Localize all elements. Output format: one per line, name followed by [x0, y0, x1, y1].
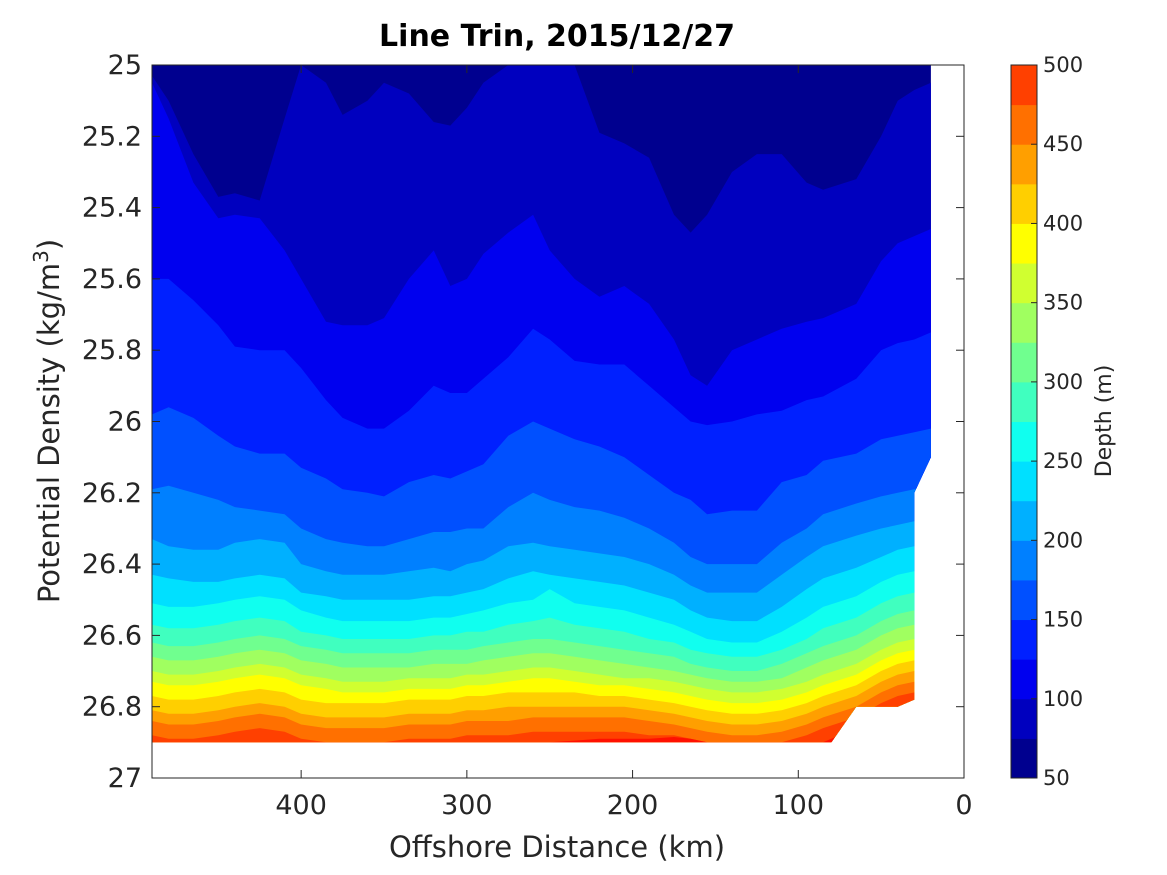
colorbar-tick-label: 500 [1043, 53, 1083, 77]
y-tick-label: 25.2 [82, 121, 142, 152]
x-axis-label: Offshore Distance (km) [389, 830, 725, 864]
colorbar-tick-label: 100 [1043, 687, 1083, 711]
y-axis-label-prefix: Potential Density (kg/m [32, 263, 66, 603]
colorbar-tick-label: 400 [1043, 211, 1083, 235]
x-tick-label: 400 [275, 790, 327, 821]
colorbar-swatch [1011, 104, 1037, 145]
colorbar-swatch [1011, 144, 1037, 185]
colorbar-swatch [1011, 421, 1037, 462]
colorbar-swatch [1011, 381, 1037, 422]
chart-title: Line Trin, 2015/12/27 [379, 19, 735, 54]
x-axis: 400 300 200 100 0 [275, 65, 973, 821]
colorbar-swatch [1011, 698, 1037, 739]
colorbar-swatch [1011, 302, 1037, 343]
colorbar-frame [1010, 64, 1038, 779]
colorbar-tick-label: 350 [1043, 291, 1083, 315]
y-tick-label: 26.4 [82, 549, 142, 580]
y-tick-label: 25 [108, 50, 142, 81]
colorbar-tick-label: 50 [1043, 766, 1070, 790]
colorbar-swatch [1011, 461, 1037, 502]
colorbar: 50 100 150 200 250 300 350 400 450 500 [1010, 53, 1083, 790]
colorbar-swatch [1011, 263, 1037, 304]
colorbar-swatch [1011, 500, 1037, 541]
y-tick-label: 25.8 [82, 335, 142, 366]
y-tick-label: 26.2 [82, 478, 142, 509]
y-tick-label: 26.6 [82, 620, 142, 651]
colorbar-swatch [1011, 540, 1037, 581]
y-axis-label: Potential Density (kg/m3) [29, 239, 66, 603]
colorbar-swatch [1011, 659, 1037, 700]
colorbar-tick-label: 450 [1043, 132, 1083, 156]
y-axis-label-superscript: 3 [29, 250, 53, 263]
colorbar-swatch [1011, 342, 1037, 383]
y-tick-label: 25.4 [82, 193, 142, 224]
colorbar-tick-label: 200 [1043, 528, 1083, 552]
colorbar-tick-label: 250 [1043, 449, 1083, 473]
plot-area: 400 300 200 100 0 25 25.2 25.4 25.6 25.8 26 26.2 26… [82, 50, 973, 821]
y-tick-label: 26 [108, 407, 142, 438]
colorbar-swatch [1011, 579, 1037, 621]
colorbar-tick-label: 300 [1043, 370, 1083, 394]
x-tick-label: 200 [607, 790, 659, 821]
x-tick-label: 300 [441, 790, 493, 821]
colorbar-swatch [1011, 223, 1037, 264]
y-tick-label: 25.6 [82, 264, 142, 295]
y-tick-label: 26.8 [82, 692, 142, 723]
contour-bands [152, 65, 931, 743]
y-tick-label: 27 [108, 763, 142, 794]
x-tick-label: 100 [773, 790, 825, 821]
colorbar-tick-label: 150 [1043, 608, 1083, 632]
y-axis-label-suffix: ) [32, 239, 66, 250]
x-tick-label: 0 [955, 790, 972, 821]
colorbar-label: Depth (m) [1092, 365, 1117, 478]
colorbar-swatch [1011, 738, 1037, 779]
colorbar-swatch [1011, 619, 1037, 660]
colorbar-swatch [1011, 65, 1037, 106]
colorbar-swatch [1011, 183, 1037, 224]
y-axis: 25 25.2 25.4 25.6 25.8 26 26.2 26.4 26.6 26.8 27 [82, 50, 964, 794]
